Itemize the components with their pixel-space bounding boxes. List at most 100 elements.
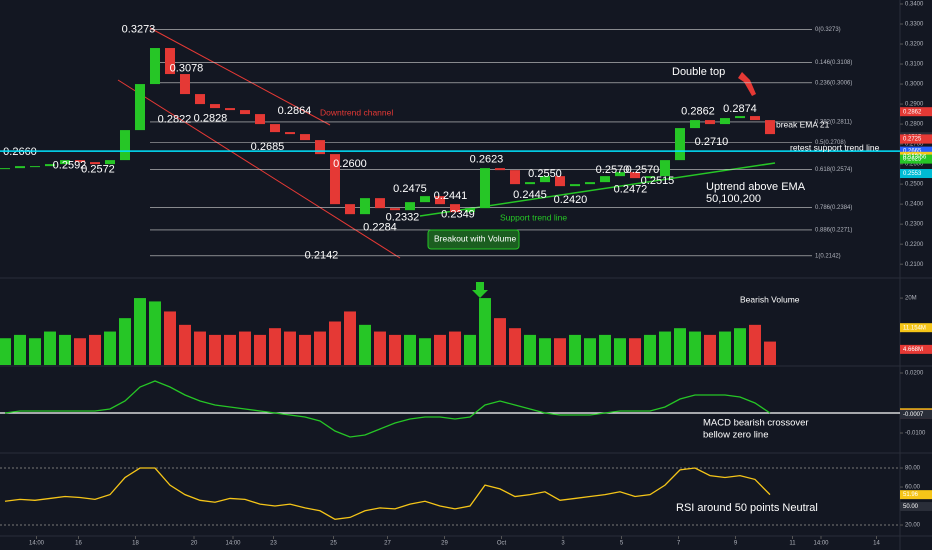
x-tick-label: 27 bbox=[384, 541, 391, 547]
candle bbox=[29, 166, 40, 168]
candle bbox=[509, 170, 520, 185]
candle bbox=[314, 140, 325, 155]
candle bbox=[254, 114, 265, 125]
price-label: 0.2550 bbox=[528, 168, 562, 180]
fib-label: 0(0.3273) bbox=[815, 27, 841, 33]
candle bbox=[359, 198, 370, 215]
price-tag-label: 0.2725 bbox=[903, 137, 922, 143]
candle bbox=[404, 202, 415, 211]
x-tick-label: 23 bbox=[270, 541, 277, 547]
price-label: 0.2710 bbox=[695, 136, 729, 148]
channel-line bbox=[149, 27, 331, 126]
y-tick-label: 20.00 bbox=[905, 523, 921, 529]
price-tag-label: 51.96 bbox=[903, 492, 919, 498]
price-tag-label: 11.154M bbox=[903, 325, 926, 331]
y-tick-label: 0.3000 bbox=[905, 82, 924, 88]
price-tag-label: -0.0007 bbox=[903, 412, 924, 418]
price-tag-label: 50.00 bbox=[903, 504, 919, 510]
fib-label: 0.886(0.2271) bbox=[815, 228, 852, 234]
candle bbox=[584, 182, 595, 185]
y-tick-label: 80.00 bbox=[905, 466, 921, 472]
price-label: 0.2822 bbox=[158, 114, 192, 126]
candle bbox=[554, 176, 565, 187]
candle bbox=[134, 84, 145, 131]
volume-bar bbox=[238, 331, 251, 365]
y-tick-label: 0.2100 bbox=[905, 262, 924, 268]
countdown: 02:13:56 bbox=[903, 154, 927, 160]
volume-bar bbox=[748, 324, 761, 365]
x-tick-label: 5 bbox=[620, 541, 624, 547]
candle bbox=[59, 160, 70, 165]
price-tag bbox=[900, 169, 932, 179]
volume-bar bbox=[388, 334, 401, 365]
price-label: 0.2445 bbox=[513, 189, 547, 201]
candle bbox=[494, 168, 505, 171]
annotation: Downtrend channel bbox=[320, 107, 393, 117]
y-tick-label: -0.0100 bbox=[905, 431, 926, 437]
price-tag bbox=[900, 146, 932, 156]
annotation: 50,100,200 bbox=[706, 193, 761, 205]
volume-bar bbox=[478, 298, 491, 365]
candle bbox=[194, 94, 205, 105]
volume-bar bbox=[628, 338, 641, 365]
price-label: 0.2660 bbox=[3, 146, 37, 158]
volume-bar bbox=[568, 334, 581, 365]
candle bbox=[764, 120, 775, 135]
price-label: 0.2515 bbox=[641, 175, 675, 187]
candle bbox=[14, 166, 25, 169]
y-tick-label: 0.2900 bbox=[905, 102, 924, 108]
annotation: MACD bearish crossover bbox=[703, 418, 809, 429]
volume-bar bbox=[463, 334, 476, 365]
candle bbox=[629, 172, 640, 179]
price-tag-label: 0.2625 bbox=[903, 157, 922, 163]
price-label: 0.2472 bbox=[614, 184, 648, 196]
annotation: Uptrend above EMA bbox=[706, 181, 806, 193]
volume-bar bbox=[598, 334, 611, 365]
fib-label: 0.618(0.2574) bbox=[815, 167, 852, 173]
y-tick-label: 0.3400 bbox=[905, 2, 924, 8]
volume-bar bbox=[43, 331, 56, 365]
volume-bar bbox=[493, 318, 506, 365]
indicator-line bbox=[4, 380, 771, 438]
candle bbox=[119, 130, 130, 161]
x-tick-label: 3 bbox=[561, 541, 565, 547]
candle bbox=[749, 116, 760, 121]
candle bbox=[224, 108, 235, 111]
channel-line bbox=[117, 79, 401, 259]
x-tick-label: 7 bbox=[677, 541, 681, 547]
x-tick-label: 14 bbox=[873, 541, 880, 547]
fib-label: 0.236(0.3006) bbox=[815, 80, 852, 86]
volume-bar bbox=[448, 331, 461, 365]
price-label: 0.2349 bbox=[441, 208, 475, 220]
candle bbox=[434, 196, 445, 205]
x-tick-label: 25 bbox=[330, 541, 337, 547]
volume-bar bbox=[343, 311, 356, 365]
y-tick-label: 0.2300 bbox=[905, 222, 924, 228]
y-tick-label: 0.2700 bbox=[905, 142, 924, 148]
volume-bar bbox=[718, 331, 731, 365]
candle bbox=[644, 176, 655, 179]
candle bbox=[539, 176, 550, 183]
volume-bar bbox=[733, 328, 746, 365]
candle bbox=[479, 168, 490, 209]
candle bbox=[239, 110, 250, 115]
y-tick-label: 0.2600 bbox=[905, 162, 924, 168]
y-tick-label: 0.2500 bbox=[905, 182, 924, 188]
x-tick-label: 18 bbox=[132, 541, 139, 547]
volume-bar bbox=[283, 331, 296, 365]
price-label: 0.2864 bbox=[278, 105, 312, 117]
candle bbox=[419, 196, 430, 203]
volume-bar bbox=[403, 334, 416, 365]
x-tick-label: 20 bbox=[191, 541, 198, 547]
volume-bar bbox=[13, 334, 26, 365]
candle bbox=[569, 184, 580, 187]
candle bbox=[659, 160, 670, 177]
x-tick-label: 14:00 bbox=[29, 541, 45, 547]
candle bbox=[74, 160, 85, 163]
candle bbox=[719, 118, 730, 125]
candle bbox=[179, 74, 190, 95]
x-tick-label: 11 bbox=[789, 541, 796, 547]
volume-bar bbox=[433, 334, 446, 365]
price-tag bbox=[900, 490, 932, 500]
candle bbox=[374, 198, 385, 209]
